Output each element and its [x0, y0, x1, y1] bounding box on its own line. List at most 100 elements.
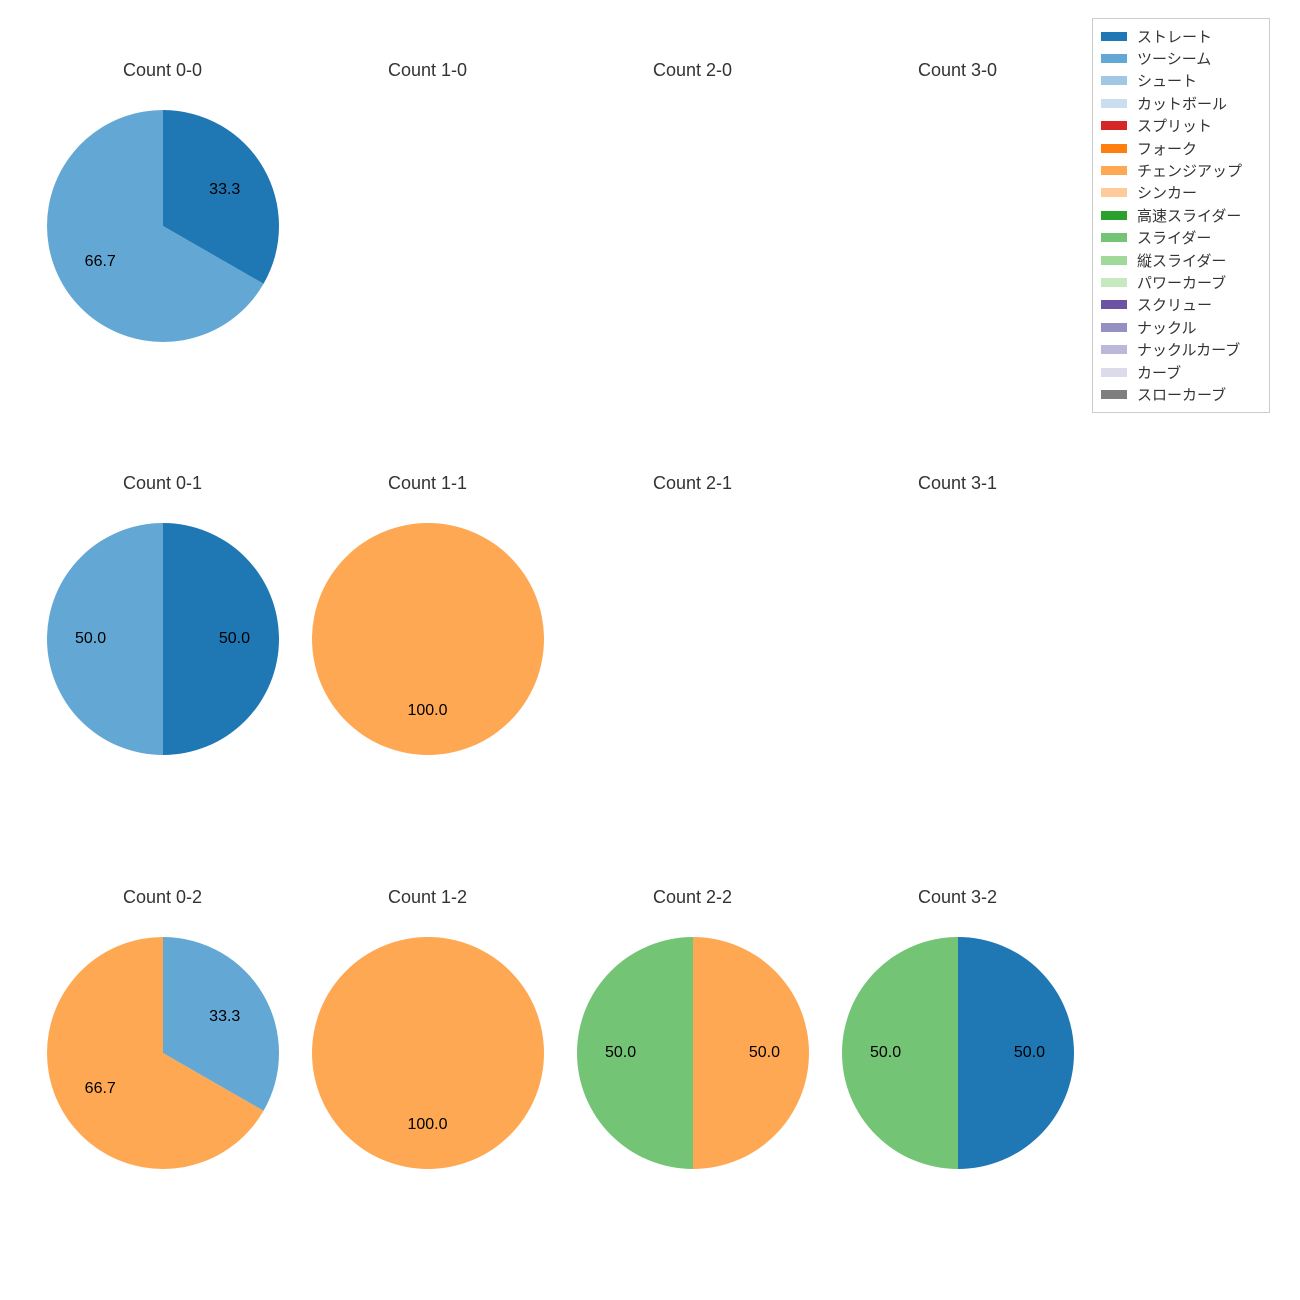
legend-swatch — [1101, 368, 1127, 377]
subplot-title: Count 0-0 — [30, 60, 295, 81]
legend-item: パワーカーブ — [1101, 271, 1261, 293]
legend-item: チェンジアップ — [1101, 159, 1261, 181]
legend-label: シンカー — [1137, 182, 1197, 203]
pie-svg — [47, 937, 279, 1169]
legend-label: 高速スライダー — [1137, 205, 1241, 226]
legend-label: スライダー — [1137, 227, 1211, 248]
legend-item: スクリュー — [1101, 294, 1261, 316]
subplot-title: Count 1-2 — [295, 887, 560, 908]
legend-label: チェンジアップ — [1137, 160, 1242, 181]
legend-item: 高速スライダー — [1101, 204, 1261, 226]
pie-slice — [312, 523, 544, 755]
subplot-cell: Count 2-0 — [560, 30, 825, 443]
subplot-cell: Count 0-0 66.7 33.3 — [30, 30, 295, 443]
legend-swatch — [1101, 54, 1127, 63]
legend-item: ナックル — [1101, 316, 1261, 338]
pie-slice-label: 50.0 — [749, 1044, 780, 1062]
legend-swatch — [1101, 166, 1127, 175]
subplot-title: Count 2-1 — [560, 473, 825, 494]
subplot-title: Count 3-1 — [825, 473, 1090, 494]
pie-slice-label: 66.7 — [85, 253, 116, 271]
pie-slice-label: 50.0 — [219, 630, 250, 648]
legend-swatch — [1101, 211, 1127, 220]
legend-label: フォーク — [1137, 138, 1197, 159]
legend-item: ツーシーム — [1101, 47, 1261, 69]
legend-item: フォーク — [1101, 137, 1261, 159]
legend-label: カットボール — [1137, 93, 1227, 114]
legend-swatch — [1101, 121, 1127, 130]
subplot-title: Count 1-0 — [295, 60, 560, 81]
legend-item: シンカー — [1101, 182, 1261, 204]
legend-label: シュート — [1137, 70, 1197, 91]
legend-swatch — [1101, 144, 1127, 153]
legend-swatch — [1101, 323, 1127, 332]
pie-slice-label: 50.0 — [1014, 1044, 1045, 1062]
legend-item: スローカーブ — [1101, 383, 1261, 405]
subplot-title: Count 2-0 — [560, 60, 825, 81]
legend-label: ナックルカーブ — [1137, 339, 1240, 360]
pie-chart: 50.0 50.0 — [577, 937, 809, 1169]
pie-chart: 50.0 50.0 — [842, 937, 1074, 1169]
figure: Count 0-066.733.3Count 1-0Count 2-0Count… — [0, 0, 1300, 1300]
pie-svg — [47, 110, 279, 342]
legend-swatch — [1101, 188, 1127, 197]
legend-swatch — [1101, 256, 1127, 265]
pie-slice — [312, 937, 544, 1169]
subplot-cell: Count 2-1 — [560, 443, 825, 856]
legend-item: 縦スライダー — [1101, 249, 1261, 271]
legend-label: ツーシーム — [1137, 48, 1211, 69]
subplot-cell: Count 3-2 50.0 50.0 — [825, 857, 1090, 1270]
subplot-cell: Count 0-2 66.733.3 — [30, 857, 295, 1270]
subplot-cell: Count 2-2 50.0 50.0 — [560, 857, 825, 1270]
legend-swatch — [1101, 32, 1127, 41]
legend-label: パワーカーブ — [1137, 272, 1226, 293]
legend-swatch — [1101, 300, 1127, 309]
legend-label: スプリット — [1137, 115, 1212, 136]
legend-swatch — [1101, 345, 1127, 354]
pie-slice-label: 33.3 — [209, 181, 240, 199]
legend: ストレートツーシームシュートカットボールスプリットフォークチェンジアップシンカー… — [1092, 18, 1270, 413]
pie-slice-label: 50.0 — [870, 1044, 901, 1062]
pie-chart: 50.050.0 — [47, 523, 279, 755]
legend-label: スクリュー — [1137, 294, 1212, 315]
legend-swatch — [1101, 278, 1127, 287]
legend-item: カーブ — [1101, 361, 1261, 383]
pie-chart: 100.0 — [312, 937, 544, 1169]
pie-slice-label: 33.3 — [209, 1008, 240, 1026]
legend-swatch — [1101, 76, 1127, 85]
legend-item: ナックルカーブ — [1101, 338, 1261, 360]
legend-item: シュート — [1101, 70, 1261, 92]
legend-swatch — [1101, 99, 1127, 108]
legend-label: 縦スライダー — [1137, 250, 1226, 271]
subplot-title: Count 3-0 — [825, 60, 1090, 81]
legend-item: カットボール — [1101, 92, 1261, 114]
pie-chart: 66.733.3 — [47, 937, 279, 1169]
legend-label: カーブ — [1137, 362, 1181, 383]
subplot-cell: Count 1-1 100.0 — [295, 443, 560, 856]
subplot-cell: Count 0-1 50.050.0 — [30, 443, 295, 856]
subplot-cell: Count 3-1 — [825, 443, 1090, 856]
pie-slice-label: 100.0 — [407, 1116, 447, 1134]
subplot-cell: Count 3-0 — [825, 30, 1090, 443]
pie-chart: 66.7 33.3 — [47, 110, 279, 342]
pie-slice-label: 100.0 — [407, 702, 447, 720]
subplot-title: Count 0-1 — [30, 473, 295, 494]
subplot-cell: Count 1-2 100.0 — [295, 857, 560, 1270]
subplot-grid: Count 0-066.733.3Count 1-0Count 2-0Count… — [30, 30, 1090, 1270]
pie-chart: 100.0 — [312, 523, 544, 755]
subplot-title: Count 3-2 — [825, 887, 1090, 908]
legend-item: スライダー — [1101, 227, 1261, 249]
legend-swatch — [1101, 233, 1127, 242]
subplot-title: Count 2-2 — [560, 887, 825, 908]
legend-label: ストレート — [1137, 26, 1212, 47]
legend-item: ストレート — [1101, 25, 1261, 47]
subplot-title: Count 1-1 — [295, 473, 560, 494]
pie-svg — [312, 523, 544, 755]
subplot-cell: Count 1-0 — [295, 30, 560, 443]
pie-slice-label: 50.0 — [605, 1044, 636, 1062]
pie-svg — [312, 937, 544, 1169]
legend-label: スローカーブ — [1137, 384, 1226, 405]
subplot-title: Count 0-2 — [30, 887, 295, 908]
legend-item: スプリット — [1101, 115, 1261, 137]
legend-label: ナックル — [1137, 317, 1197, 338]
